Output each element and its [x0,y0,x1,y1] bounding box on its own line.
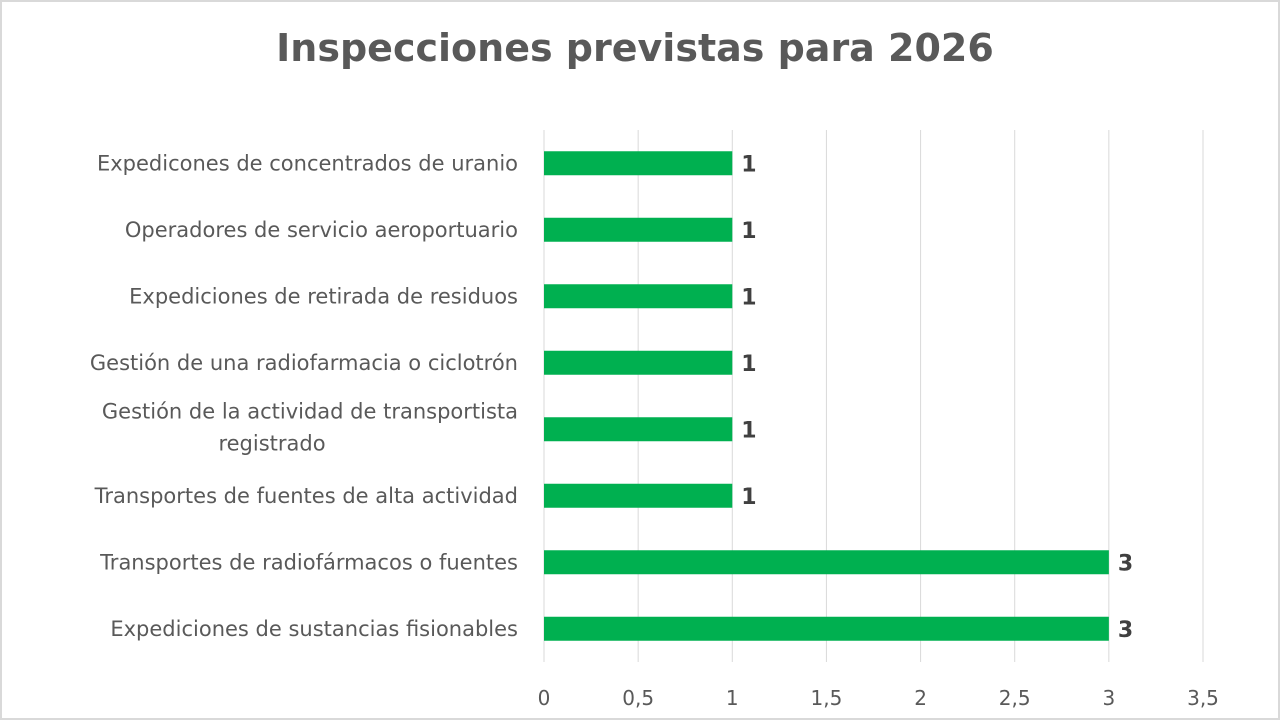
x-tick-label: 3 [1102,686,1115,710]
x-tick-label: 2 [914,686,927,710]
x-tick-label: 0 [538,686,551,710]
category-label: Expediciones de sustancias fisionables [110,617,518,641]
data-label: 3 [1118,618,1133,643]
bar [544,616,1109,641]
category-label: Transportes de radiofármacos o fuentes [99,550,518,574]
x-tick-label: 1 [726,686,739,710]
data-label: 1 [741,219,756,244]
category-label: Gestión de una radiofarmacia o ciclotrón [90,351,518,375]
category-label: Expedicones de concentrados de uranio [97,151,518,175]
category-label: Transportes de fuentes de alta actividad [94,484,518,508]
category-label: Gestión de la actividad de transportista [102,399,518,423]
chart-title: Inspecciones previstas para 2026 [276,26,994,70]
x-tick-label: 3,5 [1187,686,1219,710]
bar [544,417,733,442]
category-label: registrado [218,431,325,455]
x-tick-label: 2,5 [999,686,1031,710]
x-tick-label: 0,5 [622,686,654,710]
category-label: Operadores de servicio aeroportuario [125,218,518,242]
data-label: 1 [741,285,756,310]
bar [544,483,733,508]
data-label: 3 [1118,551,1133,576]
data-label: 1 [741,352,756,377]
data-label: 1 [741,485,756,510]
bar [544,350,733,375]
x-tick-label: 1,5 [811,686,843,710]
category-label: Expediciones de retirada de residuos [129,284,518,308]
data-label: 1 [741,152,756,177]
bar [544,217,733,242]
data-label: 1 [741,418,756,443]
bar [544,550,1109,575]
bar [544,151,733,176]
bar [544,284,733,309]
